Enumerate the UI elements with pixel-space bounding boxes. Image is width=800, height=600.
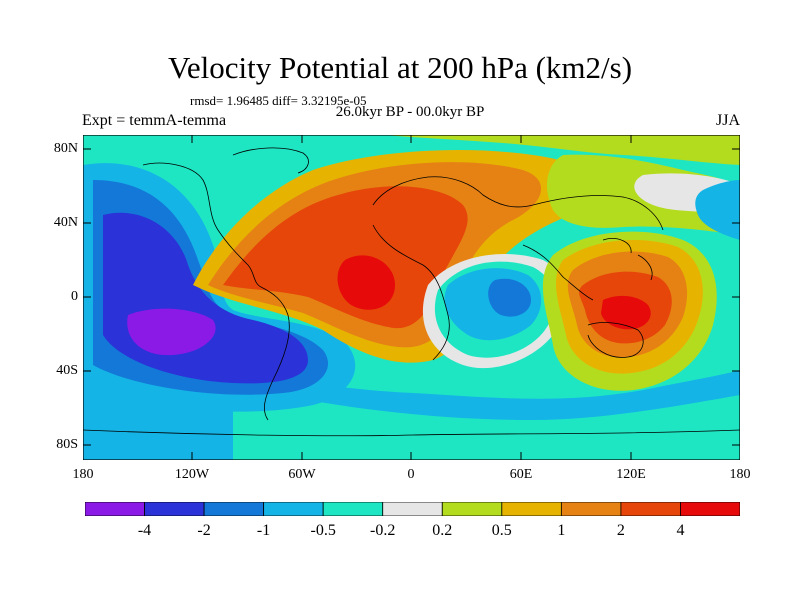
colorbar-label: -4 bbox=[137, 522, 152, 539]
coastlines bbox=[83, 147, 740, 437]
colorbar-box-1 bbox=[144, 502, 205, 516]
atlantic-high-core bbox=[337, 255, 395, 310]
plot-title: Velocity Potential at 200 hPa (km2/s) bbox=[167, 50, 633, 85]
lon-label-0: 0 bbox=[407, 467, 415, 482]
lat-label-80s: 80S bbox=[56, 437, 78, 452]
colorbar bbox=[85, 502, 740, 516]
colorbar-box-4 bbox=[322, 502, 384, 516]
lon-label-60e: 60E bbox=[509, 467, 533, 482]
colorbar-box-2 bbox=[203, 502, 265, 516]
axis-ticks bbox=[83, 135, 740, 460]
colorbar-label: 0.5 bbox=[491, 522, 512, 539]
colorbar-label: -1 bbox=[256, 522, 271, 539]
colorbar-box-10 bbox=[680, 502, 740, 516]
colorbar-box-6 bbox=[441, 502, 503, 516]
lat-label-40s: 40S bbox=[56, 363, 78, 378]
period-text: 26.0kyr BP - 00.0kyr BP bbox=[335, 104, 485, 120]
colorbar-label: 0.2 bbox=[432, 522, 453, 539]
colorbar-box-8 bbox=[560, 502, 622, 516]
lat-label-0: 0 bbox=[71, 289, 78, 304]
colorbar-box-3 bbox=[263, 502, 324, 516]
season-label: JJA bbox=[715, 112, 740, 129]
pacific-low-core bbox=[127, 308, 216, 356]
lon-label-180e: 180 bbox=[729, 467, 751, 482]
lon-label-60w: 60W bbox=[288, 467, 316, 482]
colorbar-label: -0.2 bbox=[370, 522, 396, 539]
west-pacific-high-core bbox=[601, 295, 651, 330]
lat-label-40n: 40N bbox=[53, 215, 78, 230]
lon-label-120w: 120W bbox=[174, 467, 210, 482]
stats-text: rmsd= 1.96485 diff= 3.32195e-05 bbox=[190, 93, 367, 108]
lon-label-180w: 180 bbox=[72, 467, 94, 482]
colorbar-box-9 bbox=[620, 502, 681, 516]
lon-label-120e: 120E bbox=[616, 467, 646, 482]
lat-label-80n: 80N bbox=[53, 141, 78, 156]
colorbar-label: -0.5 bbox=[310, 522, 336, 539]
indian-ocean-low-core bbox=[488, 278, 531, 317]
colorbar-box-7 bbox=[501, 502, 562, 516]
velocity-potential-map bbox=[83, 135, 740, 460]
colorbar-label: 2 bbox=[616, 522, 625, 539]
colorbar-label: 4 bbox=[676, 522, 685, 539]
colorbar-box-5 bbox=[382, 502, 443, 516]
colorbar-label: 1 bbox=[557, 522, 566, 539]
colorbar-box-0 bbox=[85, 502, 145, 516]
colorbar-label: -2 bbox=[197, 522, 211, 539]
experiment-label: Expt = temmA-temma bbox=[82, 112, 227, 129]
